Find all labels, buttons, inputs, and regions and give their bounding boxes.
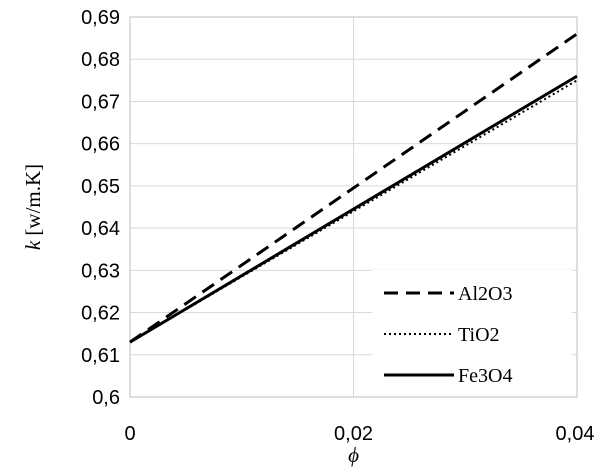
y-axis-title-unit: [w/m.K] — [21, 164, 45, 241]
y-axis-title-variable: k — [21, 240, 45, 250]
y-tick-label-8: 0,68 — [81, 49, 120, 71]
series-line-Al2O3 — [129, 32, 578, 344]
legend-label-Al2O3: Al2O3 — [458, 283, 512, 305]
series-line-Fe3O4 — [129, 74, 578, 344]
y-axis-title: k [w/m.K] — [21, 164, 45, 250]
y-tick-label-4: 0,64 — [81, 218, 120, 240]
y-tick-label-1: 0,61 — [81, 345, 120, 367]
legend-label-Fe3O4: Fe3O4 — [458, 365, 512, 387]
x-axis-title: ϕ — [348, 443, 359, 467]
plot-area-border — [129, 16, 578, 398]
y-tick-label-6: 0,66 — [81, 134, 120, 156]
x-tick-label-0: 0 — [124, 423, 135, 445]
legend-label-TiO2: TiO2 — [458, 324, 500, 346]
y-axis-ticks: 0,6 0,61 0,62 0,63 0,64 0,65 0,66 0,67 0,68 0,69 — [81, 7, 120, 409]
series-layer — [129, 32, 578, 344]
y-tick-label-2: 0,62 — [81, 303, 120, 325]
y-tick-label-9: 0,69 — [81, 7, 120, 29]
y-tick-label-0: 0,6 — [92, 387, 120, 409]
x-tick-label-1: 0,02 — [334, 423, 373, 445]
x-tick-label-2: 0,04 — [556, 423, 595, 445]
y-tick-label-5: 0,65 — [81, 176, 120, 198]
legend-background — [372, 270, 572, 394]
y-tick-label-7: 0,67 — [81, 91, 120, 113]
legend: Al2O3 TiO2 Fe3O4 — [384, 283, 512, 387]
x-axis-ticks: 0 0,02 0,04 — [124, 423, 594, 445]
y-tick-label-3: 0,63 — [81, 260, 120, 282]
